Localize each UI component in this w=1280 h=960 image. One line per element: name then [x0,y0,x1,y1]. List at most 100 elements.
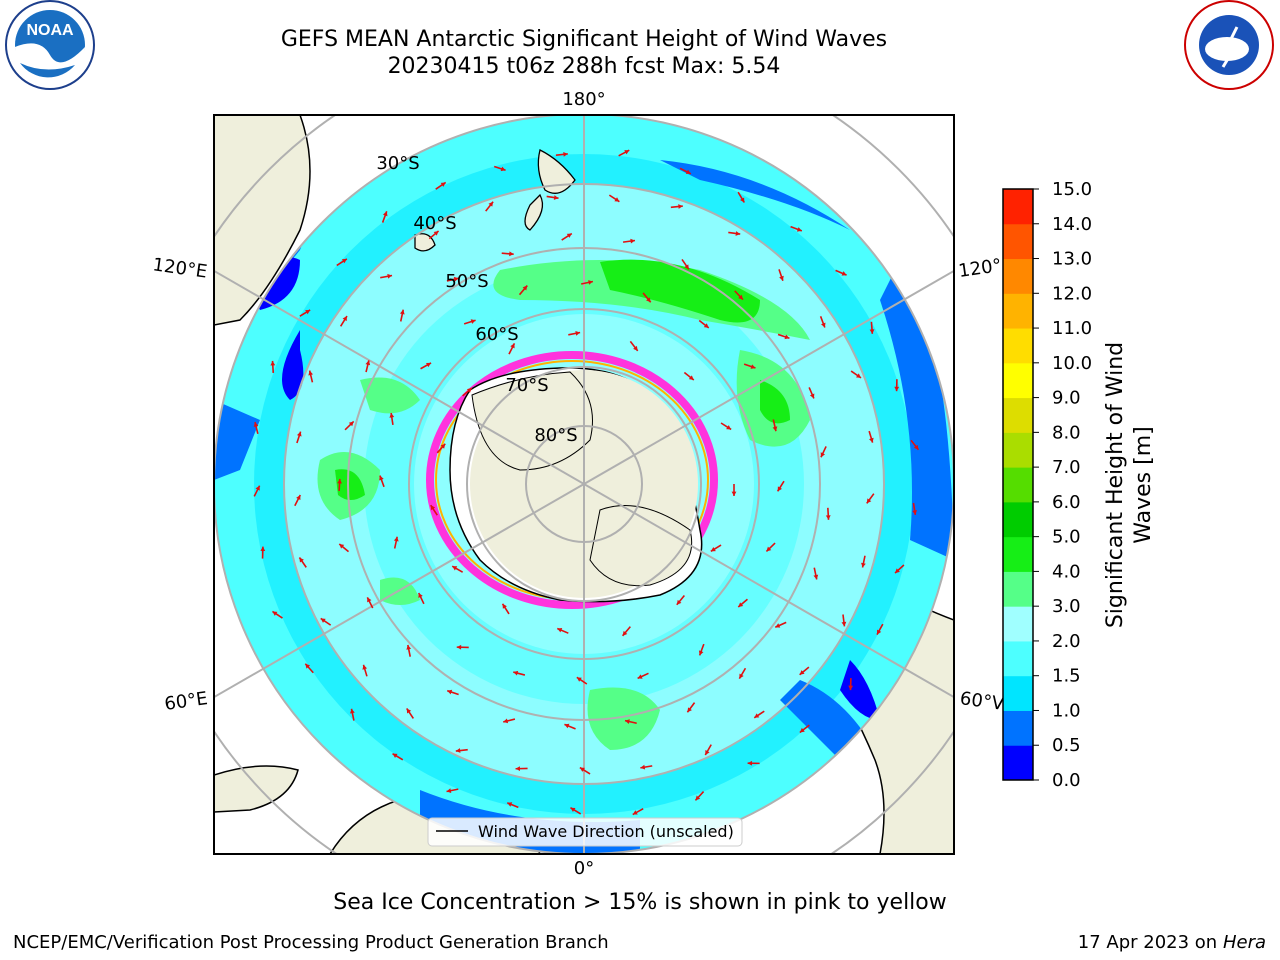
footer-credit: NCEP/EMC/Verification Post Processing Pr… [13,932,609,953]
colorbar-tick-label: 1.5 [1052,666,1081,687]
wind-arrow-head [710,546,716,552]
colorbar: 0.0 0.5 1.0 1.5 2.0 3.0 4.0 5.0 6.0 7.0 8.0 9.0 10.0… [1002,179,1092,791]
wind-arrow-head [624,719,630,724]
wind-arrow-head [382,211,388,217]
wind-arrow-head [913,444,919,450]
wind-arrow-head [861,562,866,568]
colorbar-tick-label: 1.0 [1052,700,1081,721]
wind-arrow-head [703,323,709,328]
wind-arrow-head [809,393,815,399]
wind-arrow-head [466,388,472,393]
wind-arrow-head [447,689,453,695]
colorbar-tick-label: 14.0 [1052,214,1092,235]
noaa-logo: NOAA [5,0,95,90]
wind-arrow-head [446,788,452,793]
wind-arrow-head [684,264,689,270]
colorbar-segment [1003,362,1033,399]
wind-arrow-head [510,343,515,349]
wind-arrow-head [747,760,753,766]
wind-arrow-head [507,802,513,807]
wind-arrow-head [563,151,568,157]
wind-arrow-head [406,644,412,650]
footer-date-text: 17 Apr 2023 on [1077,932,1223,953]
wind-arrow-head [678,204,683,209]
colorbar-segment [1003,432,1033,468]
wind-arrow-head [637,674,643,679]
colorbar-tick-label: 12.0 [1052,283,1092,304]
colorbar-tick-label: 11.0 [1052,318,1092,339]
wind-arrow-head [406,708,412,714]
colorbar-tick-label: 5.0 [1052,527,1081,548]
colorbar-title: Significant Height of Wind Waves [m] [1103,341,1156,629]
wind-arrow-head [253,422,259,427]
wind-arrow-head [869,329,875,334]
wind-arrow-head [695,795,701,801]
wind-arrow-head [553,195,559,200]
wind-arrow-head [738,602,744,607]
map-frame [213,114,955,855]
wind-arrow-head [515,766,521,772]
wind-arrow-head [731,491,737,496]
wind-arrow-head [813,574,819,580]
wind-arrow-head [348,421,354,427]
wind-arrow-head [632,810,638,815]
colorbar-tick-label: 2.0 [1052,631,1081,652]
wind-arrow-head [630,238,635,244]
colorbar-segment [1003,328,1033,364]
wind-arrow-head [399,309,405,315]
wind-arrow-head [820,452,826,458]
wind-arrow-head [676,599,682,605]
wind-arrow-head [341,258,347,264]
wind-arrow-head [825,515,831,520]
wind-arrow-head [566,233,572,238]
wind-arrow-head [299,557,304,563]
wind-arrow-head [387,273,393,279]
wind-arrow-head [856,373,862,378]
wind-arrow-head [308,370,313,376]
colorbar-tick-label: 15.0 [1052,179,1092,200]
colorbar-tick-label: 4.0 [1052,561,1081,582]
colorbar-segment [1003,640,1033,677]
chart-title-line2: 20230415 t06z 288h fcst Max: 5.54 [387,54,781,79]
colorbar-segment [1003,745,1033,781]
wind-arrow-head [503,718,509,724]
wind-arrow-head [777,486,782,492]
wind-arrow-head [869,437,874,443]
wind-arrow-head [821,322,826,328]
wind-arrow-head [848,685,854,691]
wind-arrow-head [779,275,784,281]
footer-host: Hera [1222,932,1266,953]
wind-arrow-head [453,276,459,282]
wind-arrow-head [339,543,345,549]
wind-arrow-head [705,750,710,756]
wind-arrow-head [305,663,311,669]
wind-arrow-head [575,331,581,336]
wind-arrow-head [362,664,368,670]
wind-arrow-head [342,316,347,322]
nws-logo [1184,0,1274,90]
wind-arrow-head [418,593,423,599]
wind-arrow-head [841,271,847,276]
wind-arrows [253,149,920,816]
wind-arrow-head [305,309,311,315]
colorbar-segment [1003,293,1033,329]
wind-arrow-head [735,231,741,236]
wind-arrow-head [784,334,790,340]
colorbar-segment [1003,675,1033,711]
wind-arrow-head [272,611,278,616]
wind-arrow-head [624,150,630,155]
wind-arrow-head [912,510,918,515]
wind-arrow-head [698,650,704,656]
lat-label-60s: 60°S [475,324,518,345]
lon-label-180: 180° [562,89,605,110]
wind-arrow-head [255,485,260,491]
wind-arrow-head [426,362,432,368]
colorbar-tick-label: 9.0 [1052,388,1081,409]
colorbar-tick-label: 3.0 [1052,596,1081,617]
wind-arrow-head [766,546,772,552]
wind-arrow-head [350,708,355,714]
wind-arrow-head [260,546,266,552]
wind-arrow-head [440,182,446,187]
noaa-logo-text: NOAA [26,22,74,39]
lon-label-60w: 60°V [959,688,1006,715]
